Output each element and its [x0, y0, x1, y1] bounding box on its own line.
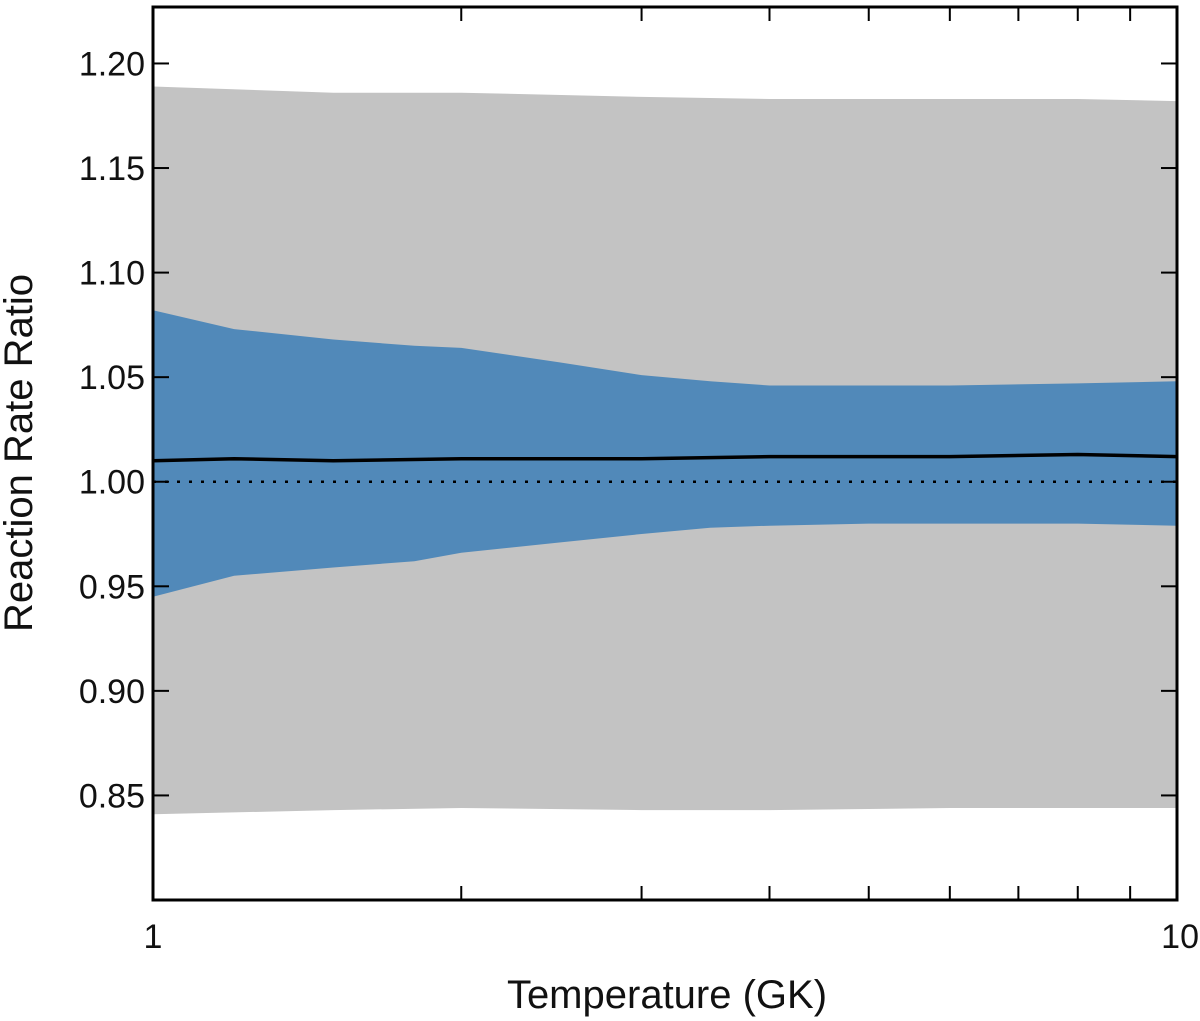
x-tick-label: 10 — [1161, 918, 1199, 956]
y-tick-label: 1.10 — [79, 255, 145, 293]
y-tick-label: 1.15 — [79, 150, 145, 188]
axis-ticks — [152, 7, 1178, 900]
data-lines — [152, 452, 1178, 483]
y-tick-label: 0.90 — [79, 673, 145, 711]
plot-frame — [151, 5, 1179, 902]
y-axis-title: Reaction Rate Ratio — [0, 274, 41, 632]
y-tick-label: 0.95 — [79, 568, 145, 606]
y-tick-label: 1.05 — [79, 359, 145, 397]
x-axis-title: Temperature (GK) — [507, 973, 827, 1017]
y-tick-label: 0.85 — [79, 777, 145, 815]
y-tick-label: 1.20 — [79, 45, 145, 83]
uncertainty-bands — [153, 86, 1177, 815]
x-tick-label: 1 — [144, 918, 163, 956]
inner-uncertainty-band — [153, 310, 1177, 597]
recommended-rate-line — [152, 452, 1178, 463]
axis-tick-labels: 0.85 0.90 0.95 1.00 1.05 1.10 1.15 1.20 1 10 — [79, 45, 1199, 956]
y-tick-label: 1.00 — [79, 464, 145, 502]
